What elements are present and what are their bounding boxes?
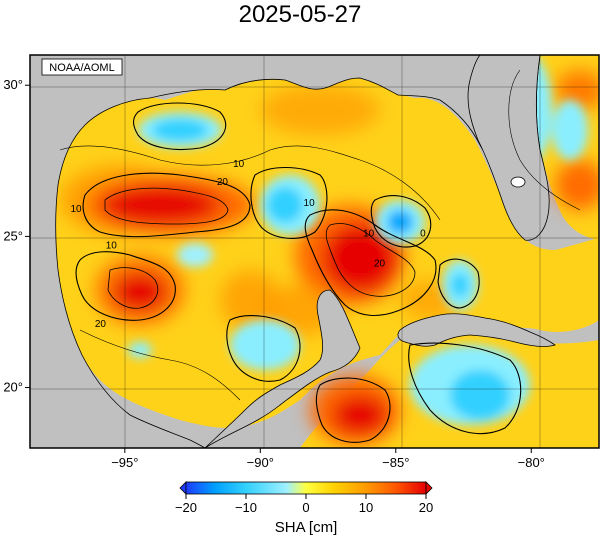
- colorbar-max-arrow: [425, 481, 433, 495]
- graticule: [30, 55, 599, 448]
- contour-label: 20: [217, 177, 229, 188]
- sha-field: [51, 55, 599, 448]
- x-axis-ticks: −95° −90° −85° −80°: [111, 448, 545, 470]
- land: [30, 55, 599, 448]
- colorbar-tick-label: 0: [302, 500, 309, 515]
- x-tick-label: −90°: [247, 455, 274, 470]
- contour-label: 10: [363, 228, 375, 239]
- map-area: 10 20 10 10 20 10 10 20 0: [30, 55, 599, 448]
- colorbar-label: SHA [cm]: [275, 519, 338, 536]
- colorbar-min-arrow: [179, 481, 187, 495]
- colorbar-ramp: [185, 481, 427, 495]
- y-tick-label: 30°: [3, 77, 23, 92]
- map-frame: [29, 54, 600, 449]
- y-axis-ticks: 20° 25° 30°: [3, 77, 30, 395]
- colorbar-tick-label: 20: [419, 500, 433, 515]
- cuba: [397, 313, 556, 347]
- contour-labels: 10 20 10 10 20 10 10 20 0: [70, 159, 426, 330]
- colorbar: −20 −10 0 10 20 SHA [cm]: [175, 481, 433, 536]
- y-tick-label: 25°: [3, 228, 23, 243]
- contour-label: 10: [304, 198, 316, 209]
- colorbar-ticks: −20 −10 0 10 20: [175, 494, 433, 515]
- contour-label: 10: [106, 240, 118, 251]
- contour-label: 20: [95, 319, 107, 330]
- map-title: 2025-05-27: [239, 1, 362, 28]
- contours: [59, 69, 581, 443]
- contour-label: 10: [233, 159, 245, 170]
- yucatan-peninsula: [204, 289, 361, 448]
- x-tick-label: −95°: [111, 455, 138, 470]
- contour-label: 20: [374, 259, 386, 270]
- colorbar-tick-label: 10: [359, 500, 373, 515]
- credit-box: NOAA/AOML: [41, 58, 123, 76]
- contour-label: 0: [420, 228, 426, 239]
- y-tick-label: 20°: [3, 380, 23, 395]
- colorbar-tick-label: −20: [175, 500, 197, 515]
- colorbar-tick-label: −10: [235, 500, 257, 515]
- x-tick-label: −80°: [518, 455, 545, 470]
- x-tick-label: −85°: [382, 455, 409, 470]
- credit-text: NOAA/AOML: [49, 62, 114, 74]
- contour-label: 10: [70, 204, 82, 215]
